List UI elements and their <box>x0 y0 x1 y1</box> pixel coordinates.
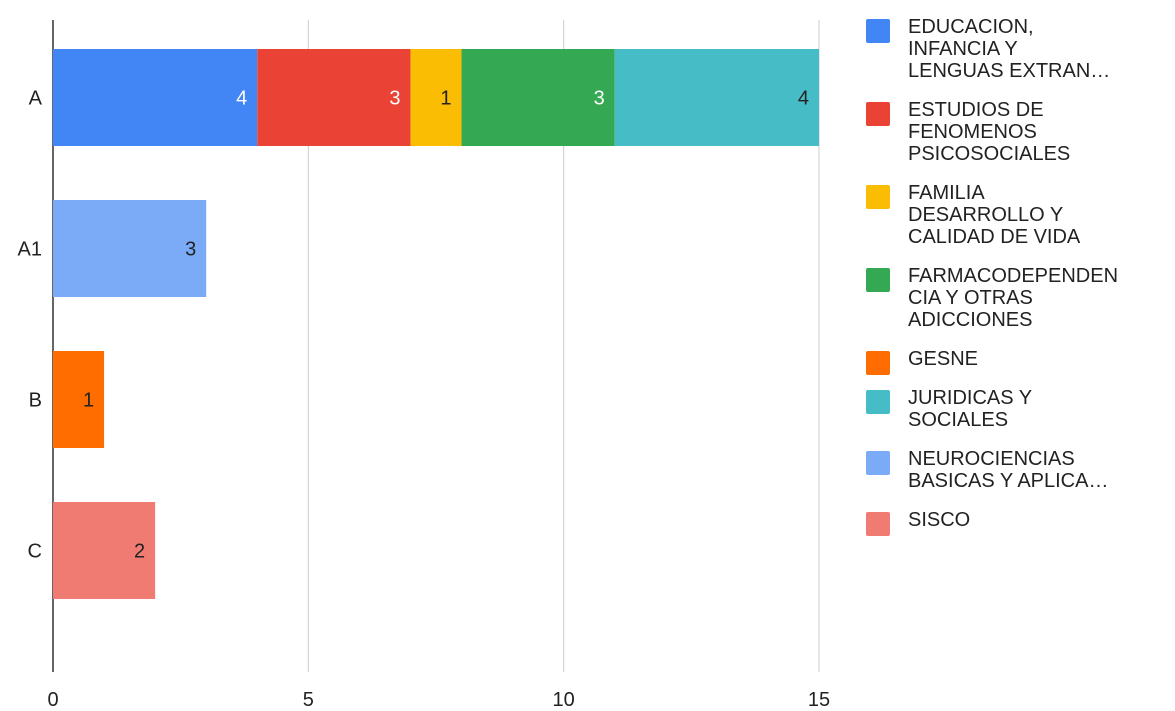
category-labels: A A1 B C <box>18 88 43 563</box>
legend-item: SISCO <box>866 509 1171 536</box>
bars <box>53 49 819 599</box>
legend-item: ESTUDIOS DE FENOMENOS PSICOSOCIALES <box>866 99 1171 165</box>
bar-segment <box>614 49 819 146</box>
legend-label: NEUROCIENCIAS BASICAS Y APLICA… <box>908 448 1109 492</box>
bar-segment <box>257 49 411 146</box>
x-tick-label: 15 <box>808 689 830 711</box>
legend-label: GESNE <box>908 348 979 370</box>
x-tick-label: 10 <box>553 689 575 711</box>
data-label: 1 <box>440 88 451 110</box>
data-label: 3 <box>594 88 605 110</box>
legend: EDUCACION, INFANCIA Y LENGUAS EXTRAN… EST… <box>866 16 1171 548</box>
legend-label: SISCO <box>908 509 971 531</box>
category-label: C <box>28 541 42 563</box>
legend-swatch <box>866 512 890 536</box>
legend-label: ESTUDIOS DE FENOMENOS PSICOSOCIALES <box>908 99 1071 165</box>
x-tick-labels: 0 5 10 15 <box>47 689 830 711</box>
legend-swatch <box>866 351 890 375</box>
bar-segment <box>53 200 207 297</box>
category-label: A <box>29 88 43 110</box>
data-label: 1 <box>83 390 94 412</box>
category-label: A1 <box>18 239 42 261</box>
bar-segment <box>53 49 258 146</box>
legend-item: FAMILIA DESARROLLO Y CALIDAD DE VIDA <box>866 182 1171 248</box>
legend-swatch <box>866 185 890 209</box>
legend-item: FARMACODEPENDEN CIA Y OTRAS ADICCIONES <box>866 265 1171 331</box>
bar-segment <box>53 351 105 448</box>
legend-item: EDUCACION, INFANCIA Y LENGUAS EXTRAN… <box>866 16 1171 82</box>
bar-segment <box>410 49 462 146</box>
legend-item: JURIDICAS Y SOCIALES <box>866 387 1171 431</box>
data-label: 4 <box>236 88 247 110</box>
legend-swatch <box>866 390 890 414</box>
legend-label: FARMACODEPENDEN CIA Y OTRAS ADICCIONES <box>908 265 1119 331</box>
bar-segment <box>53 502 156 599</box>
legend-swatch <box>866 102 890 126</box>
legend-swatch <box>866 268 890 292</box>
x-tick-label: 5 <box>303 689 314 711</box>
bar-segment <box>461 49 615 146</box>
category-label: B <box>29 390 42 412</box>
legend-swatch <box>866 19 890 43</box>
legend-swatch <box>866 451 890 475</box>
data-label: 2 <box>134 541 145 563</box>
data-label: 3 <box>389 88 400 110</box>
legend-item: GESNE <box>866 348 1171 375</box>
legend-label: FAMILIA DESARROLLO Y CALIDAD DE VIDA <box>908 182 1081 248</box>
data-labels: 4 3 1 3 4 3 1 2 <box>83 88 809 563</box>
data-label: 3 <box>185 239 196 261</box>
legend-item: NEUROCIENCIAS BASICAS Y APLICA… <box>866 448 1171 492</box>
data-label: 4 <box>798 88 809 110</box>
legend-label: JURIDICAS Y SOCIALES <box>908 387 1033 431</box>
legend-label: EDUCACION, INFANCIA Y LENGUAS EXTRAN… <box>908 16 1111 82</box>
x-tick-label: 0 <box>47 689 58 711</box>
